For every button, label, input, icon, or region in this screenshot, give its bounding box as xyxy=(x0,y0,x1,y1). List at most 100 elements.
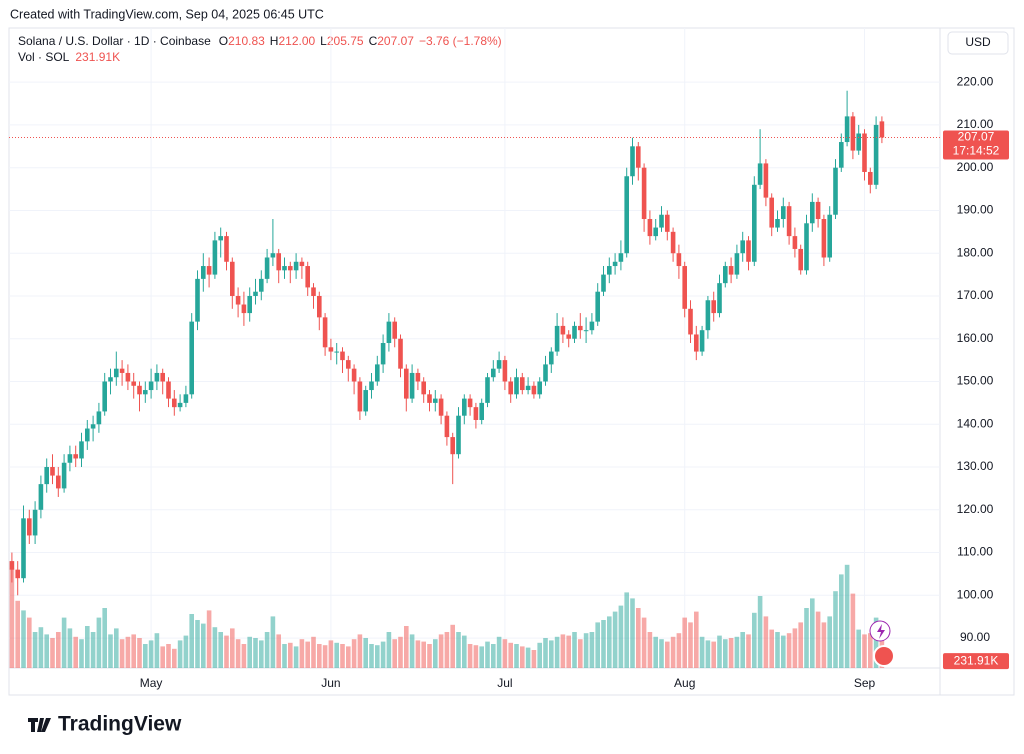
volume-bar xyxy=(485,641,490,668)
volume-bar xyxy=(728,638,734,668)
candle-body xyxy=(206,266,212,275)
y-tick-label: 180.00 xyxy=(957,245,994,259)
candle-body xyxy=(798,248,803,271)
event-icon[interactable] xyxy=(873,645,895,667)
volume-bar xyxy=(253,638,258,668)
candle-body xyxy=(375,364,380,382)
volume-bar xyxy=(699,636,705,668)
candle-body xyxy=(740,240,745,254)
candle-body xyxy=(647,219,653,237)
volume-bar xyxy=(276,634,281,668)
volume-bar xyxy=(102,608,107,668)
currency-box[interactable] xyxy=(947,31,1009,55)
volume-bar xyxy=(636,608,641,668)
volume-bar xyxy=(38,627,44,668)
volume-bar xyxy=(369,644,374,668)
volume-bar xyxy=(363,638,368,668)
candle-body xyxy=(189,321,194,395)
candle-body xyxy=(119,368,125,373)
candle-body xyxy=(102,381,107,412)
volume-bar xyxy=(746,634,751,668)
volume-bar xyxy=(810,598,815,668)
candle-body xyxy=(224,236,229,262)
volume-bar xyxy=(543,638,548,668)
candle-body xyxy=(415,372,421,382)
candle-body xyxy=(728,266,734,275)
volume-bar xyxy=(578,639,583,668)
candle-body xyxy=(653,227,658,237)
candle-body xyxy=(334,351,339,353)
candle-body xyxy=(125,372,131,382)
ohlc-key: L xyxy=(320,34,327,48)
candle-body xyxy=(32,509,38,536)
candle-body xyxy=(699,330,705,352)
candle-body xyxy=(560,325,566,335)
candle-body xyxy=(38,484,44,510)
candle-body xyxy=(340,351,345,361)
symbol: Solana / U.S. Dollar · 1D · Coinbase xyxy=(18,34,211,48)
volume-bar xyxy=(119,639,125,668)
candle-body xyxy=(757,163,763,185)
volume-bar xyxy=(433,639,438,668)
candle-body xyxy=(143,390,148,395)
candle-body xyxy=(9,561,15,570)
currency[interactable]: USD xyxy=(965,35,991,49)
candle-body xyxy=(96,411,102,425)
volume-bar xyxy=(508,642,513,668)
volume-bar xyxy=(108,634,113,668)
candle-body xyxy=(264,257,270,279)
candle-body xyxy=(676,253,682,267)
volume-bar xyxy=(125,636,131,668)
candle-body xyxy=(317,295,322,318)
candle-body xyxy=(50,467,55,476)
candle-body xyxy=(467,398,473,408)
y-tick-label: 150.00 xyxy=(957,374,994,388)
candle-body xyxy=(276,253,281,271)
volume-bar xyxy=(467,644,473,668)
candle-body xyxy=(137,385,142,395)
candle-body xyxy=(253,291,258,296)
candle-body xyxy=(346,360,351,369)
candle-body xyxy=(456,415,461,455)
volume-bar xyxy=(148,640,154,668)
candle-body xyxy=(804,223,809,271)
candle-body xyxy=(177,402,183,408)
volume-bar xyxy=(665,641,670,668)
volume-bar xyxy=(288,642,293,668)
countdown: 17:14:52 xyxy=(953,144,1000,158)
volume-bar xyxy=(514,644,519,668)
y-tick-label: 200.00 xyxy=(957,160,994,174)
candle-body xyxy=(108,377,113,382)
candle-body xyxy=(369,381,374,391)
volume-bar xyxy=(409,634,415,668)
x-tick-label: Sep xyxy=(854,676,876,690)
volume-bar xyxy=(607,616,612,668)
volume-bar xyxy=(346,646,351,668)
volume-bar xyxy=(380,641,386,668)
chart-frame xyxy=(8,27,1015,696)
candle-body xyxy=(572,325,577,339)
candle-body xyxy=(879,121,885,138)
volume-bar xyxy=(694,611,699,668)
ohlc-value: 212.00 xyxy=(278,34,315,48)
volume-bar xyxy=(201,623,206,668)
candle-body xyxy=(525,385,531,391)
volume-bar xyxy=(351,639,357,668)
candle-body xyxy=(624,176,629,254)
candle-body xyxy=(514,377,519,395)
volume-bar xyxy=(44,634,49,668)
candle-body xyxy=(815,201,821,220)
ohlc-key: H xyxy=(270,34,279,48)
candle-body xyxy=(508,381,513,395)
y-tick-label: 160.00 xyxy=(957,331,994,345)
volume-bar xyxy=(415,640,421,668)
price-tag xyxy=(943,130,1009,160)
candle-body xyxy=(322,317,328,348)
tv-logo xyxy=(28,718,51,732)
alert-bolt xyxy=(877,624,885,639)
candle-body xyxy=(670,231,676,254)
candle-body xyxy=(462,398,467,416)
volume-bar xyxy=(798,622,803,668)
x-tick-label: Aug xyxy=(674,676,695,690)
candles xyxy=(9,90,885,596)
